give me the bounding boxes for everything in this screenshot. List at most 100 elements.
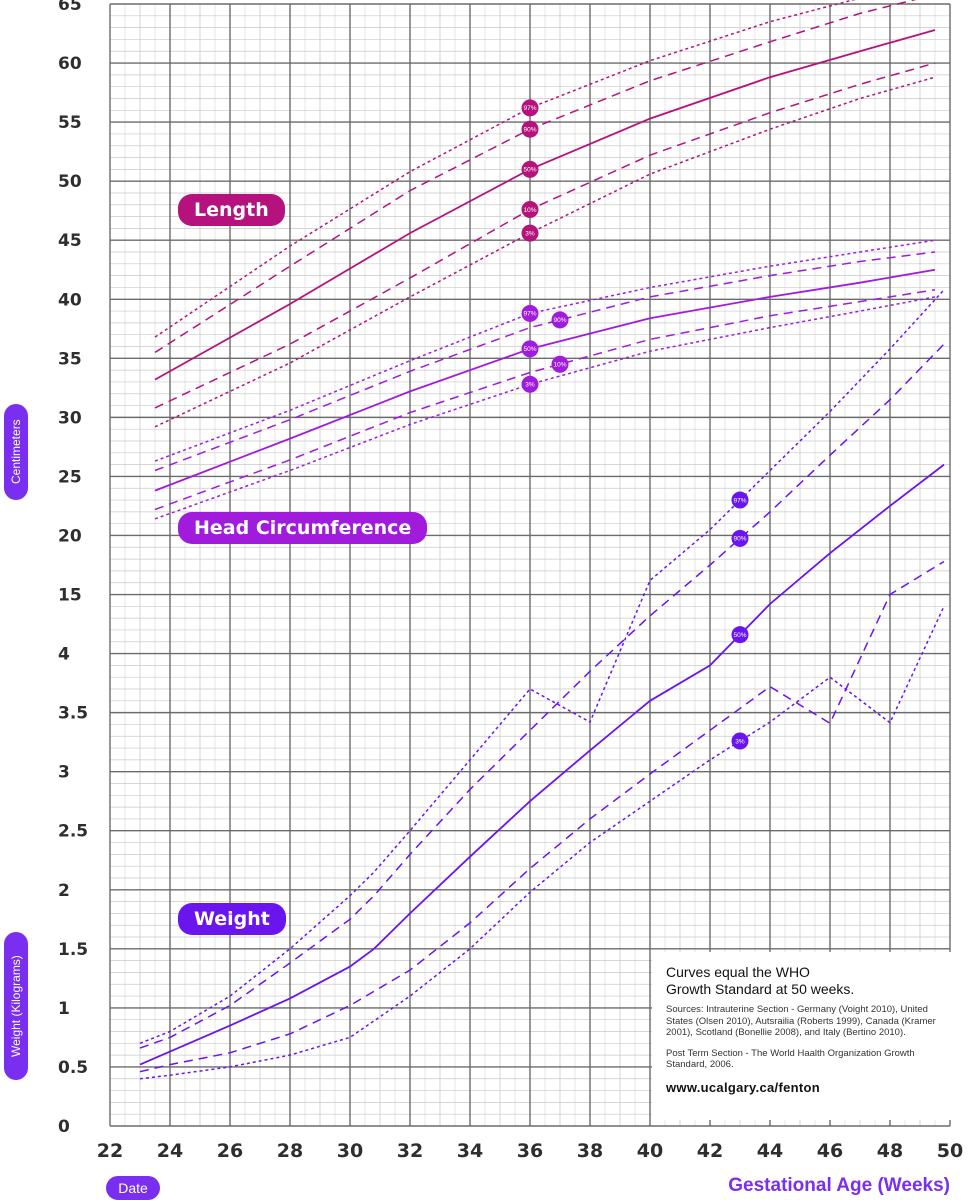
percentile-markers: 97% 90% 50% 10% 3% 97% 90% 50% 10% 3% 97% 90% 50% 3% xyxy=(521,99,749,750)
marker-label: 10% xyxy=(523,207,536,214)
y-tick-label: 2 xyxy=(58,881,70,901)
x-tick-label: 28 xyxy=(277,1140,303,1162)
percentile-marker-10p: 10% xyxy=(551,355,569,373)
marker-dot xyxy=(521,340,539,358)
curve-head-circumference-10p xyxy=(154,289,936,511)
y-tick-label: 25 xyxy=(58,467,82,487)
marker-dot xyxy=(521,201,539,219)
percentile-marker-90p: 90% xyxy=(731,529,749,547)
y-tick-label: 20 xyxy=(58,526,82,546)
marker-label: 50% xyxy=(523,346,536,353)
curve-length-90p xyxy=(154,0,917,354)
marker-label: 97% xyxy=(733,497,746,504)
date-button[interactable]: Date xyxy=(106,1176,160,1200)
marker-dot xyxy=(521,160,539,178)
marker-dot xyxy=(731,626,749,644)
percentile-marker-50p: 50% xyxy=(521,340,539,358)
curve-weight-50p xyxy=(139,463,945,1066)
marker-dot xyxy=(731,732,749,750)
y-tick-label: 1 xyxy=(58,999,70,1019)
y-tick-label: 2.5 xyxy=(58,822,88,842)
x-tick-label: 50 xyxy=(937,1140,963,1162)
curve-head-circumference-90p xyxy=(154,251,936,472)
marker-label: 90% xyxy=(553,317,566,324)
percentile-marker-50p: 50% xyxy=(521,160,539,178)
y-tick-label: 45 xyxy=(58,231,82,251)
y-tick-label: 35 xyxy=(58,349,82,369)
info-post-term: Post Term Section - The World Haalth Org… xyxy=(666,1047,915,1071)
y-tick-label: 50 xyxy=(58,172,82,192)
head-circumference-label: Head Circumference xyxy=(178,512,428,544)
y-tick-label: 3 xyxy=(58,763,70,783)
curve-weight-3p xyxy=(139,605,945,1080)
marker-dot xyxy=(521,375,539,393)
x-tick-label: 38 xyxy=(577,1140,603,1162)
curve-head-circumference-97p xyxy=(154,239,936,462)
marker-label: 3% xyxy=(735,738,745,745)
x-tick-label: 26 xyxy=(217,1140,243,1162)
centimeters-axis-label: Centimeters xyxy=(4,404,28,500)
info-panel: Curves equal the WHO Growth Standard at … xyxy=(652,952,964,1120)
marker-dot xyxy=(551,311,569,329)
percentile-marker-97p: 97% xyxy=(731,491,749,509)
percentile-marker-97p: 97% xyxy=(521,304,539,322)
curve-head-circumference-3p xyxy=(154,296,936,520)
y-tick-label: 15 xyxy=(58,586,82,606)
info-sources: Sources: Intrauterine Section - Germany … xyxy=(666,1004,936,1038)
curve-length-10p xyxy=(154,62,936,409)
marker-label: 90% xyxy=(733,536,746,543)
info-title: Curves equal the WHO Growth Standard at … xyxy=(666,964,950,998)
marker-dot xyxy=(521,304,539,322)
y-tick-label: 30 xyxy=(58,408,82,428)
info-title-line-1: Curves equal the WHO xyxy=(666,964,810,980)
marker-dot xyxy=(521,120,539,138)
curve-length-50p xyxy=(154,29,936,381)
x-tick-label: 32 xyxy=(397,1140,423,1162)
curve-length-3p xyxy=(154,76,936,428)
info-title-line-2: Growth Standard at 50 weeks. xyxy=(666,981,855,997)
marker-label: 97% xyxy=(523,311,536,318)
x-tick-label: 24 xyxy=(157,1140,183,1162)
y-tick-label: 40 xyxy=(58,290,82,310)
marker-label: 50% xyxy=(733,632,746,639)
info-url-link[interactable]: www.ucalgary.ca/fenton xyxy=(666,1079,820,1095)
y-tick-label: 55 xyxy=(58,113,82,133)
x-tick-label: 34 xyxy=(457,1140,483,1162)
x-tick-label: 30 xyxy=(337,1140,363,1162)
marker-dot xyxy=(521,224,539,242)
length-label: Length xyxy=(178,194,285,226)
y-tick-label: 60 xyxy=(58,54,82,74)
x-tick-label: 46 xyxy=(817,1140,843,1162)
marker-dot xyxy=(551,355,569,373)
x-tick-label: 44 xyxy=(757,1140,783,1162)
marker-label: 90% xyxy=(523,126,536,133)
x-tick-label: 22 xyxy=(97,1140,123,1162)
marker-label: 97% xyxy=(523,105,536,112)
y-axis-ticks: 0 0.5 1 1.5 2 2.5 3 3.5 4 15 20 25 30 35 40 45 50 55 60 65 xyxy=(58,0,88,1137)
x-axis-ticks: 22 24 26 28 30 32 34 36 38 40 42 44 46 48 50 xyxy=(97,1140,963,1162)
percentile-marker-90p: 90% xyxy=(551,311,569,329)
marker-label: 3% xyxy=(525,382,535,389)
x-tick-label: 40 xyxy=(637,1140,663,1162)
marker-label: 10% xyxy=(553,362,566,369)
weight-label: Weight xyxy=(178,903,286,935)
y-tick-label: 65 xyxy=(58,0,82,15)
y-tick-label: 4 xyxy=(58,645,70,665)
curve-weight-10p xyxy=(139,560,945,1073)
x-axis-title: Gestational Age (Weeks) xyxy=(728,1175,950,1196)
percentile-marker-97p: 97% xyxy=(521,99,539,117)
marker-dot xyxy=(731,529,749,547)
marker-label: 3% xyxy=(525,230,535,237)
y-tick-label: 0.5 xyxy=(58,1058,88,1078)
weight-axis-label: Weight (Kilograms) xyxy=(4,932,28,1080)
percentile-marker-3p: 3% xyxy=(521,224,539,242)
x-tick-label: 48 xyxy=(877,1140,903,1162)
curve-head-circumference-50p xyxy=(154,268,936,492)
percentile-marker-10p: 10% xyxy=(521,201,539,219)
percentile-marker-90p: 90% xyxy=(521,120,539,138)
y-tick-label: 0 xyxy=(58,1117,70,1137)
percentile-curves xyxy=(139,0,945,1080)
curve-weight-90p xyxy=(139,343,945,1049)
marker-dot xyxy=(521,99,539,117)
